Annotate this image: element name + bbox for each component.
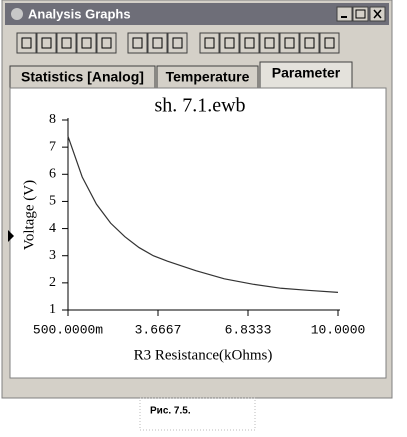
toolbar-icon — [81, 37, 92, 49]
data-line — [67, 136, 339, 293]
x-axis-label: R3 Resistance(kOhms) — [134, 347, 273, 363]
graph-panel — [9, 87, 387, 379]
toolbar-icon — [244, 37, 255, 49]
y-tick-label: 6 — [49, 167, 56, 182]
toolbar-icon — [204, 37, 215, 49]
toolbar-button[interactable] — [16, 32, 37, 54]
y-tick-label: 7 — [49, 139, 56, 154]
splitter-arrow — [8, 230, 14, 242]
y-tick-label: 4 — [49, 221, 56, 236]
maximize-button[interactable] — [352, 6, 369, 22]
tab-label: Temperature — [166, 69, 250, 85]
toolbar-button[interactable] — [279, 32, 300, 54]
app-icon — [11, 8, 23, 20]
y-axis-label: Voltage (V) — [21, 180, 37, 250]
toolbar-icon — [152, 37, 163, 49]
chart-title: sh. 7.1.ewb — [154, 95, 245, 117]
window-title: Analysis Graphs — [28, 6, 131, 21]
title-bar — [5, 3, 389, 25]
x-tick-label: 3.6667 — [135, 322, 182, 337]
maximize-glyph — [355, 9, 366, 19]
toolbar-icon — [284, 37, 295, 49]
toolbar-button[interactable] — [76, 32, 97, 54]
caption-box — [139, 397, 256, 431]
toolbar-button[interactable] — [36, 32, 57, 54]
minimize-button[interactable] — [336, 6, 353, 22]
close-glyph — [373, 9, 382, 19]
tab[interactable] — [259, 61, 353, 88]
toolbar-icon — [224, 37, 235, 49]
toolbar-button[interactable] — [319, 32, 340, 54]
tab[interactable] — [156, 65, 259, 88]
toolbar-button[interactable] — [96, 32, 117, 54]
toolbar-button[interactable] — [56, 32, 77, 54]
toolbar-button[interactable] — [259, 32, 280, 54]
toolbar — [16, 32, 340, 54]
tab[interactable] — [9, 65, 156, 88]
toolbar-button[interactable] — [167, 32, 188, 54]
window-controls[interactable] — [336, 6, 386, 22]
toolbar-icon — [41, 37, 52, 49]
toolbar-icon — [324, 37, 335, 49]
tab-strip: Statistics [Analog] Temperature Parameter — [9, 61, 353, 88]
caption: Рис. 7.5. — [150, 406, 191, 417]
toolbar-button[interactable] — [147, 32, 168, 54]
toolbar-button[interactable] — [199, 32, 220, 54]
toolbar-icon — [61, 37, 72, 49]
toolbar-icon — [132, 37, 143, 49]
y-tick-label: 3 — [49, 248, 56, 263]
tab-label: Statistics [Analog] — [21, 69, 144, 85]
y-tick-label: 2 — [49, 275, 56, 290]
y-tick-label: 5 — [49, 194, 56, 209]
toolbar-icon — [264, 37, 275, 49]
toolbar-icon — [304, 37, 315, 49]
toolbar-icon — [101, 37, 112, 49]
toolbar-button[interactable] — [239, 32, 260, 54]
toolbar-button[interactable] — [299, 32, 320, 54]
x-tick-label: 500.0000m — [33, 322, 103, 337]
toolbar-button[interactable] — [127, 32, 148, 54]
tab-label: Parameter — [272, 65, 341, 81]
chart: sh. 7.1.ewb R3 Resistance(kOhms) Voltage… — [21, 95, 365, 364]
toolbar-button[interactable] — [219, 32, 240, 54]
y-tick-label: 1 — [49, 302, 56, 317]
toolbar-icon — [21, 37, 32, 49]
x-tick-label: 10.0000 — [311, 322, 366, 337]
y-tick-label: 8 — [49, 112, 56, 127]
x-tick-label: 6.8333 — [225, 322, 272, 337]
toolbar-icon — [172, 37, 183, 49]
